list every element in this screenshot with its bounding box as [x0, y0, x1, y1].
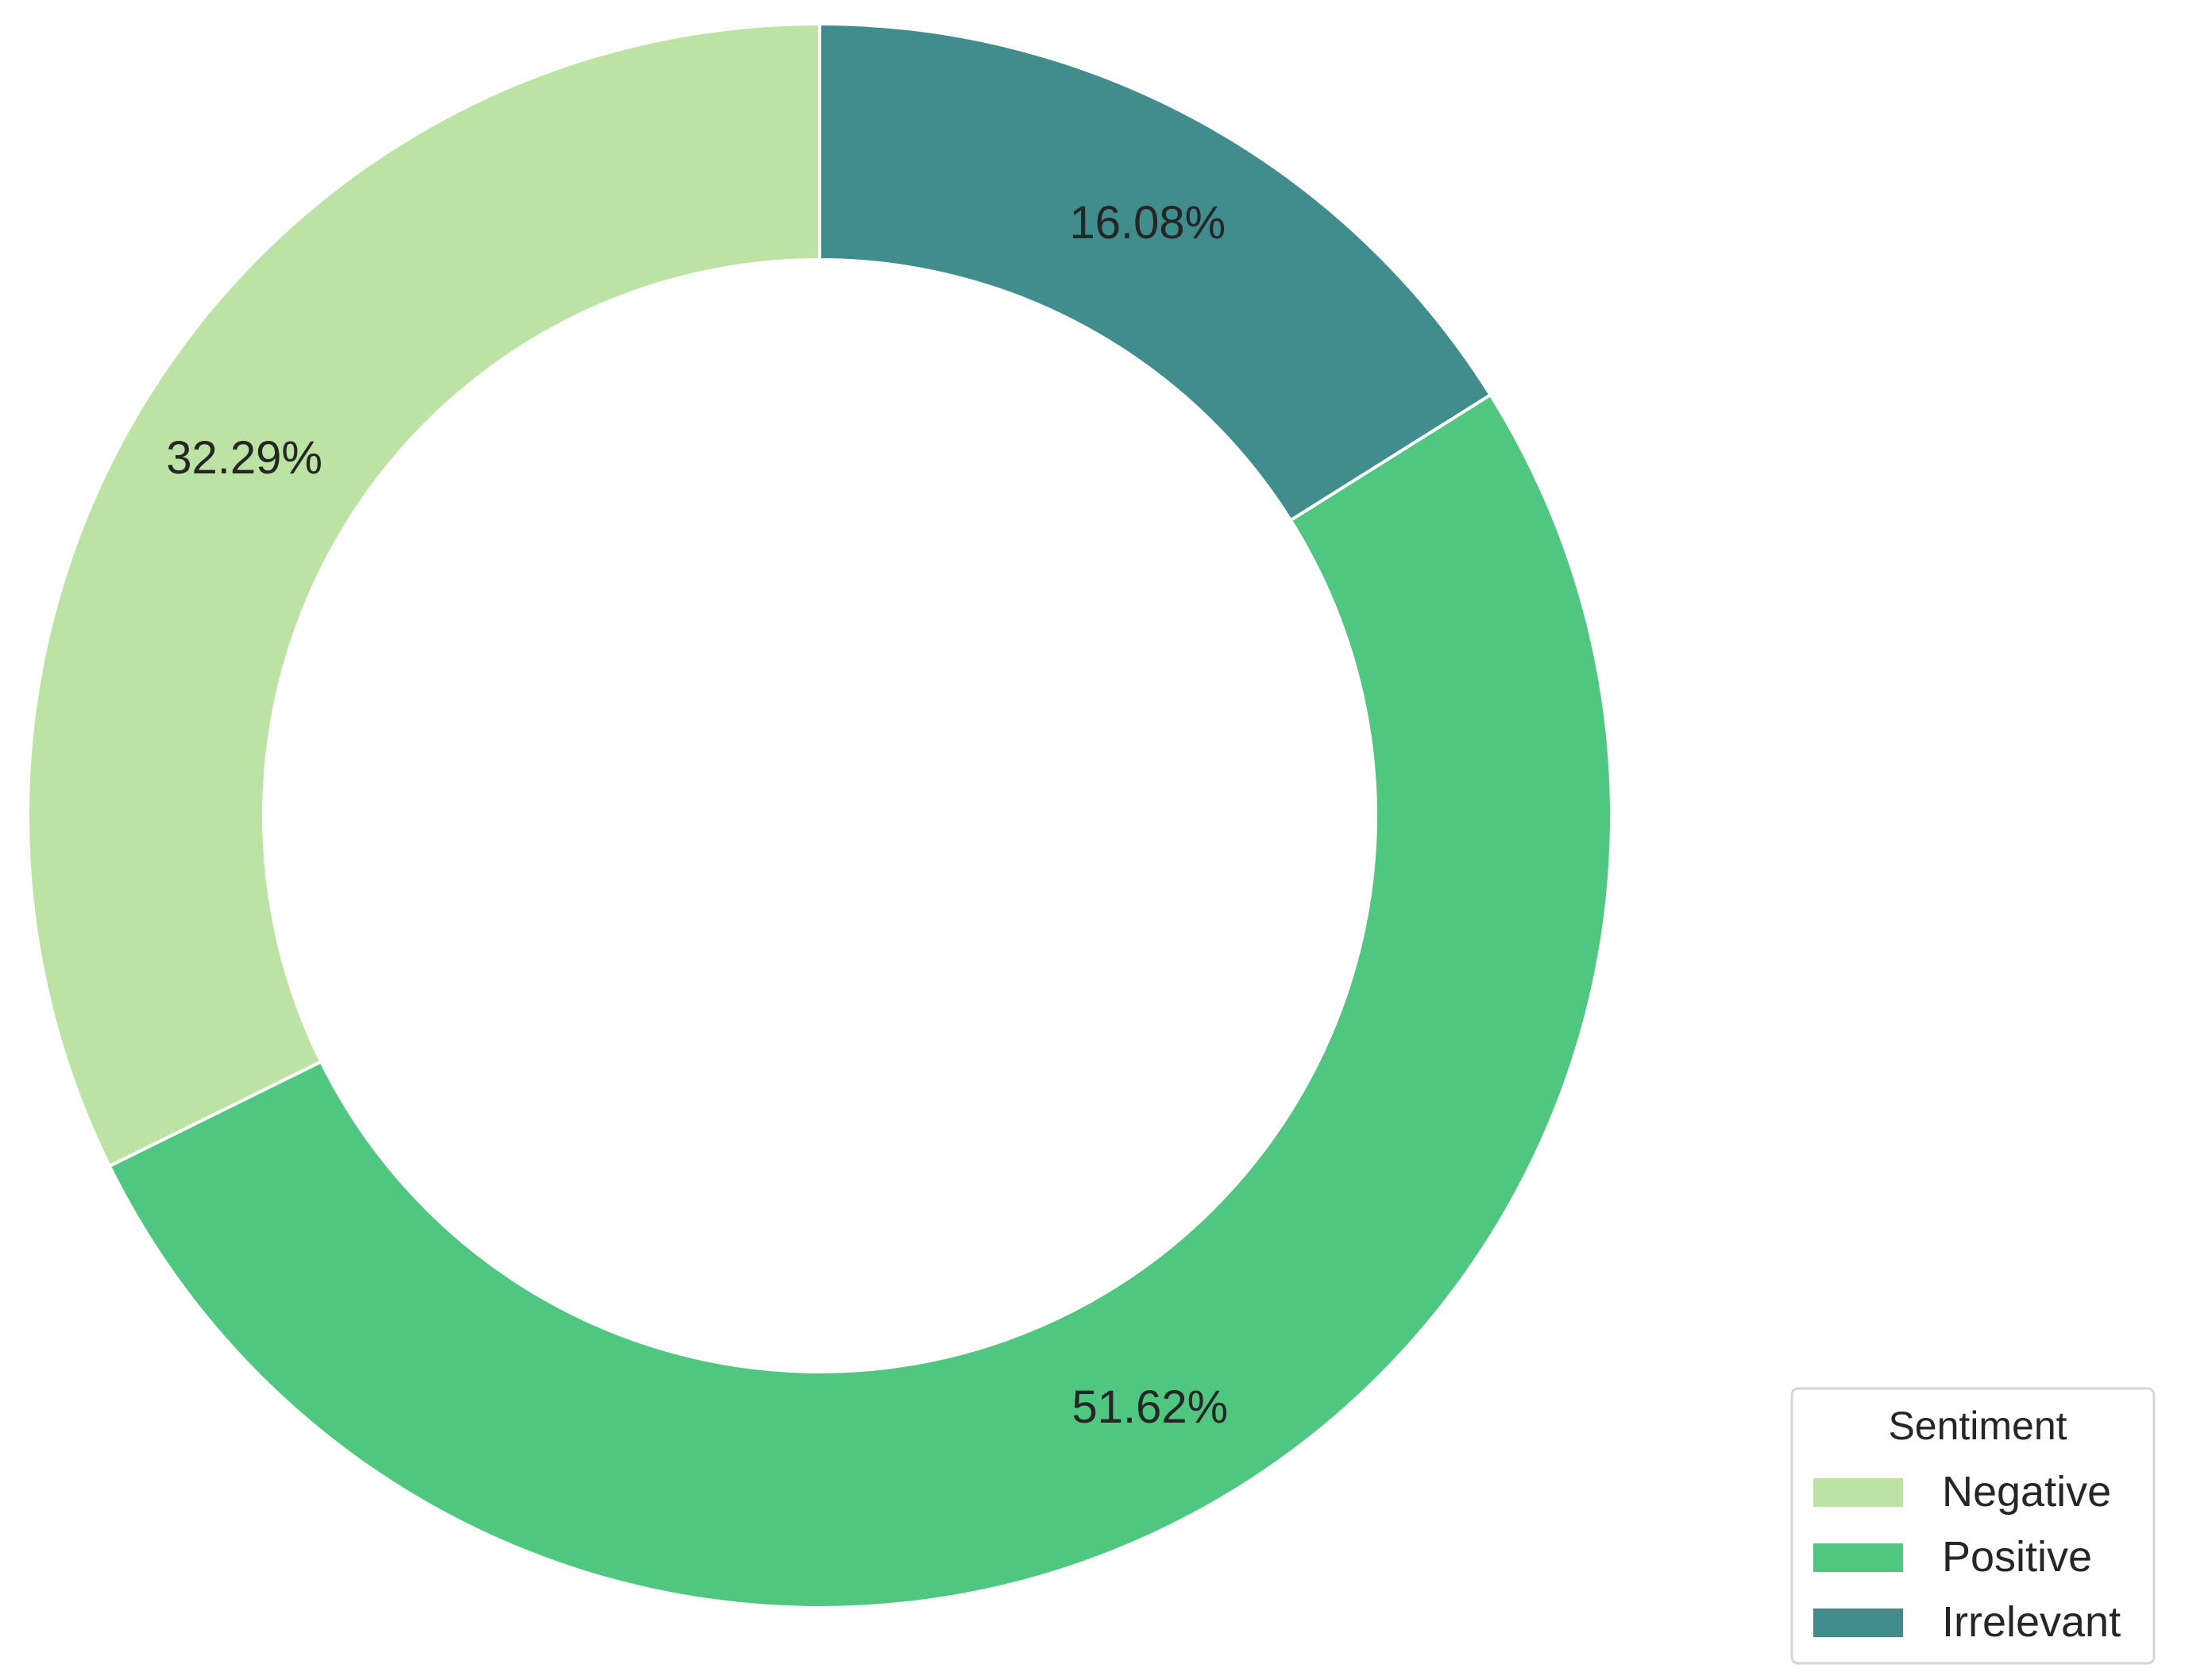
pct-label-negative: 32.29% [166, 432, 322, 484]
pct-label-irrelevant: 16.08% [1069, 197, 1226, 249]
legend-frame [1790, 1387, 2156, 1665]
percentage-labels: 32.29% 51.62% 16.08% [166, 197, 1228, 1433]
legend-swatch-irrelevant [1813, 1609, 1903, 1637]
legend-label-irrelevant: Irrelevant [1942, 1598, 2121, 1646]
legend-swatch-positive [1813, 1543, 1903, 1572]
slice-positive [107, 393, 1613, 1610]
slice-negative [26, 22, 821, 1168]
legend-entries: Negative Positive Irrelevant [1813, 1468, 2121, 1646]
legend: Sentiment Negative Positive Irrelevant [1790, 1387, 2156, 1665]
pct-label-positive: 51.62% [1072, 1381, 1229, 1433]
legend-label-positive: Positive [1942, 1533, 2092, 1581]
legend-label-negative: Negative [1942, 1468, 2111, 1516]
donut-slices [26, 22, 1613, 1610]
slice-irrelevant [818, 22, 1492, 522]
legend-swatch-negative [1813, 1478, 1903, 1507]
legend-title: Sentiment [1888, 1404, 2067, 1448]
